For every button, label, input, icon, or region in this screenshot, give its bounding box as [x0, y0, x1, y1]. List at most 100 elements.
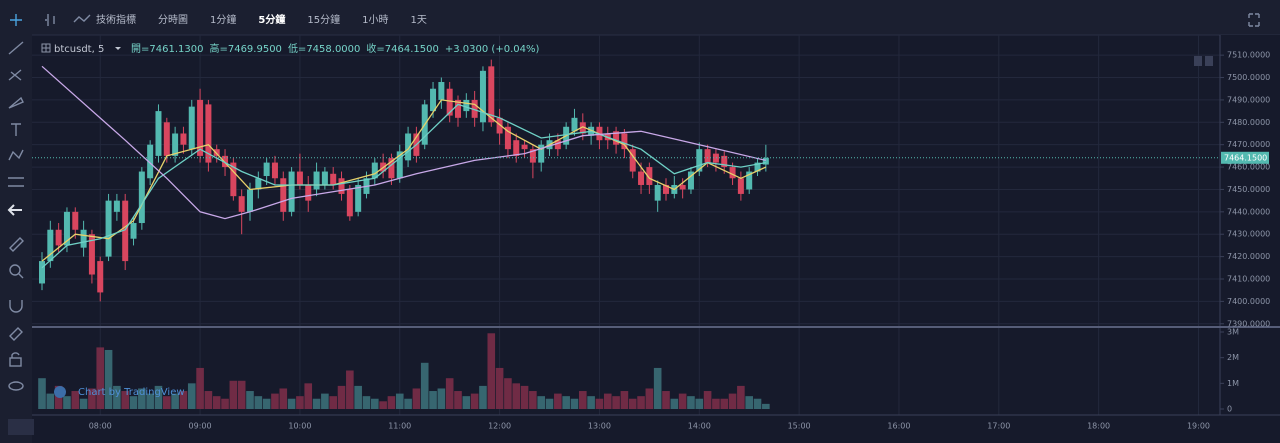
collapse-button[interactable]	[8, 419, 34, 435]
candle-body	[88, 234, 95, 275]
y-tick-label: 7400.0000	[1227, 297, 1270, 306]
volume-bar	[171, 393, 179, 409]
last-price-label: 7464.1500	[1224, 153, 1267, 162]
symbol: btcusdt, 5	[54, 44, 104, 55]
interval-button[interactable]: 1分鐘	[210, 13, 236, 26]
y-tick-label: 7490.0000	[1227, 95, 1270, 104]
volume-bar	[445, 378, 454, 409]
volume-bar	[703, 391, 712, 409]
candle-body	[180, 133, 187, 145]
volume-bar	[379, 401, 387, 409]
volume-bar	[104, 349, 113, 409]
candle-body	[155, 111, 162, 156]
volume-bar	[304, 383, 313, 409]
volume-bar	[595, 398, 604, 409]
candle-body	[496, 117, 503, 134]
x-tick-label: 08:00	[89, 422, 112, 431]
candle-body	[39, 261, 45, 284]
legend-value: 低=7458.0000	[288, 42, 360, 55]
candle-body	[405, 133, 412, 161]
y-tick-label: 7420.0000	[1227, 252, 1270, 261]
volume-bar	[371, 398, 379, 409]
candle-body	[621, 133, 628, 150]
volume-bar	[487, 333, 496, 409]
x-tick-label: 16:00	[887, 422, 910, 431]
candle-body	[296, 171, 303, 185]
interval-button[interactable]: 5分鐘	[258, 13, 285, 26]
last-price-box	[1221, 151, 1269, 164]
volume-bar	[63, 396, 71, 409]
volume-bar	[337, 385, 346, 409]
candle-body	[47, 229, 54, 262]
candle-body	[213, 149, 220, 156]
x-tick-label: 15:00	[788, 422, 811, 431]
volume-bar	[537, 396, 545, 409]
volume-bar	[570, 398, 579, 409]
volume-bar	[271, 393, 279, 409]
symbol-dropdown[interactable]	[115, 47, 121, 50]
moving-averages	[41, 65, 767, 269]
candle-body	[330, 173, 337, 185]
y-tick-label: 7390.0000	[1227, 319, 1270, 328]
interval-button[interactable]: 技術指標	[96, 13, 136, 26]
volume-bar	[96, 347, 105, 409]
candles	[39, 59, 769, 302]
candle-body	[455, 99, 461, 118]
top-toolbar	[32, 0, 1280, 35]
volume-tick-label: 1M	[1227, 379, 1239, 388]
interval-button[interactable]: 1小時	[362, 14, 388, 26]
x-tick-label: 09:00	[189, 422, 212, 431]
pane-button[interactable]	[1205, 56, 1213, 66]
candle-body	[80, 229, 87, 248]
x-tick-label: 14:00	[688, 422, 711, 431]
candle-body	[388, 158, 395, 179]
interval-button[interactable]: 分時圖	[158, 14, 188, 26]
volume-bar	[71, 391, 80, 409]
tool-icons[interactable]	[7, 13, 1260, 431]
pane-button[interactable]	[1194, 56, 1202, 66]
volume-bar	[687, 396, 695, 409]
volume-pane	[38, 333, 770, 409]
left-toolbar	[0, 0, 32, 443]
candle-body	[346, 189, 353, 217]
volume-bar	[212, 396, 221, 409]
candle-body	[138, 171, 145, 224]
volume-bar	[287, 398, 296, 409]
y-tick-label: 7450.0000	[1227, 185, 1270, 194]
candle-body	[430, 88, 437, 112]
volume-bar	[312, 398, 321, 409]
candle-body	[754, 162, 761, 172]
moving-average	[41, 65, 766, 220]
volume-bar	[620, 391, 629, 409]
candle-body	[463, 99, 470, 112]
volume-bar	[678, 393, 687, 409]
candle-body	[471, 99, 478, 118]
moving-average	[41, 103, 766, 269]
volume-bar	[437, 388, 446, 409]
candle-body	[321, 171, 328, 185]
volume-bar	[637, 396, 645, 409]
volume-bar	[38, 378, 46, 409]
candle-body	[646, 167, 653, 185]
candle-body	[613, 131, 620, 145]
volume-bar	[179, 391, 188, 409]
volume-bar	[762, 403, 770, 409]
x-tick-label: 19:00	[1187, 422, 1210, 431]
volume-bar	[113, 385, 121, 409]
volume-bar	[454, 391, 462, 409]
volume-bar	[712, 398, 720, 409]
interval-button[interactable]: 1天	[410, 15, 426, 26]
volume-bar	[728, 393, 737, 409]
candle-body	[105, 200, 112, 257]
volume-bar	[146, 393, 154, 409]
volume-tick-label: 0	[1227, 405, 1232, 414]
candle-body	[538, 144, 545, 163]
volume-bar	[329, 396, 337, 409]
interval-button[interactable]: 15分鐘	[307, 13, 340, 26]
candle-body	[122, 200, 129, 262]
candle-body	[554, 140, 561, 150]
volume-bar	[254, 396, 263, 409]
volume-bar	[545, 398, 554, 409]
